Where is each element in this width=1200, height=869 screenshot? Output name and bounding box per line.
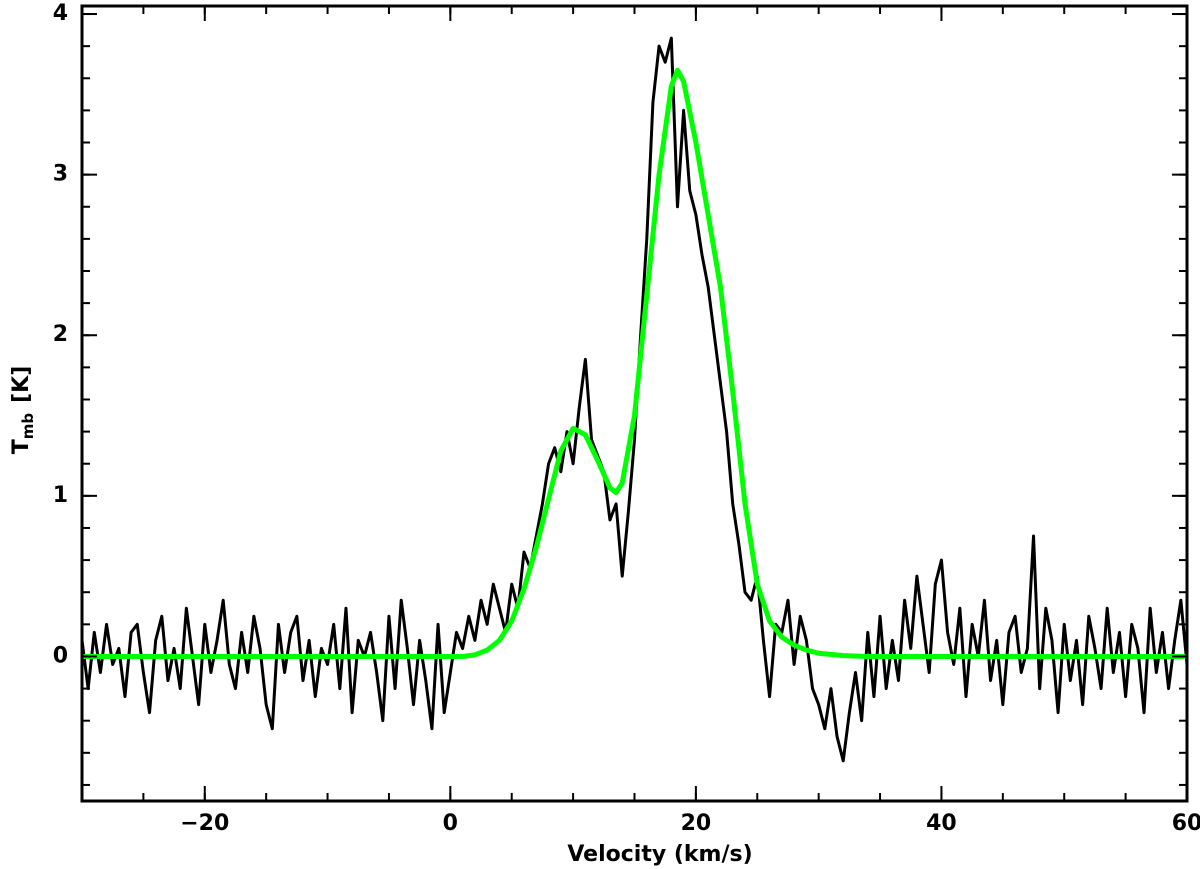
x-axis-label: Velocity (km/s) bbox=[567, 842, 752, 867]
x-tick-label: 20 bbox=[681, 811, 712, 836]
x-tick-label: 40 bbox=[926, 811, 957, 836]
y-tick-label: 4 bbox=[53, 1, 68, 26]
y-label-sub: mb bbox=[19, 413, 37, 440]
y-tick-label: 3 bbox=[53, 162, 68, 187]
spectrum-line bbox=[80, 36, 1189, 763]
x-tick-label: 0 bbox=[443, 811, 458, 836]
y-tick-label: 0 bbox=[53, 643, 68, 668]
y-label-main: T bbox=[9, 439, 34, 454]
y-axis-label: Tmb [K] bbox=[9, 366, 37, 455]
x-tick-label: −20 bbox=[180, 811, 229, 836]
plot-frame bbox=[80, 4, 1189, 803]
x-tick-label: 60 bbox=[1172, 811, 1200, 836]
y-tick-label: 2 bbox=[53, 322, 68, 347]
y-label-unit: [K] bbox=[9, 366, 34, 403]
fit-line bbox=[82, 67, 1187, 659]
y-tick-label: 1 bbox=[53, 483, 68, 508]
